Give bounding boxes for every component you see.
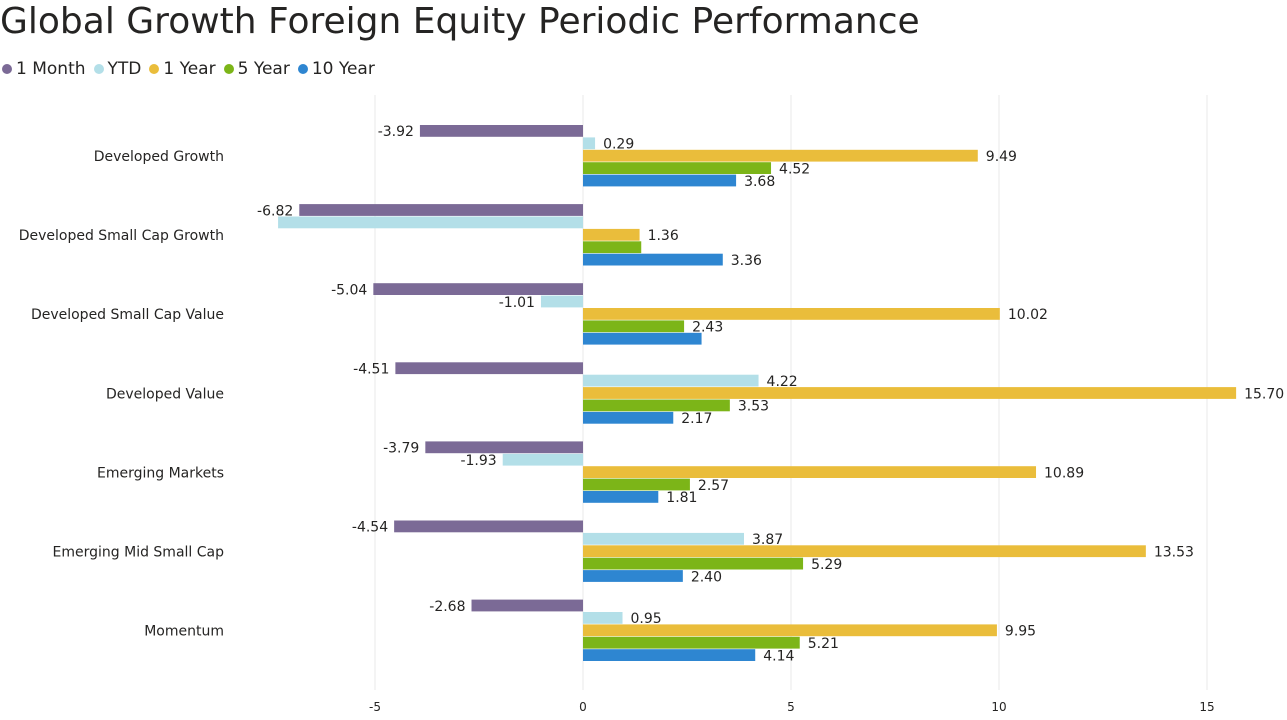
bar-ytd-developed-small-cap-value [540, 295, 583, 308]
bar-ytd-developed-value [583, 374, 759, 387]
category-label: Emerging Mid Small Cap [53, 545, 225, 561]
category-label: Momentum [144, 624, 224, 640]
bar-1-year-emerging-mid-small-cap [583, 545, 1146, 558]
legend-item-10-year[interactable]: 10 Year [297, 59, 375, 79]
legend-marker-1-month [2, 64, 12, 74]
data-label: 4.14 [763, 648, 794, 664]
category-label: Developed Growth [94, 149, 224, 165]
data-label: 0.29 [603, 137, 634, 153]
bar-1-year-momentum [583, 624, 997, 637]
bar-1-month-emerging-mid-small-cap [394, 520, 583, 533]
data-label: 5.21 [808, 636, 839, 652]
bar-10-year-emerging-mid-small-cap [583, 570, 683, 582]
bar-1-year-developed-small-cap-growth [583, 228, 640, 241]
data-label: 2.17 [681, 411, 712, 427]
data-label: -4.54 [352, 520, 388, 536]
legend-marker-1-year [149, 64, 160, 74]
bar-1-month-developed-growth [419, 125, 583, 137]
bar-10-year-momentum [583, 649, 756, 661]
legend-item-1-month[interactable]: 1 Month [2, 59, 86, 79]
category-label: Emerging Markets [97, 465, 224, 481]
data-label: 1.36 [648, 228, 679, 244]
bar-ytd-emerging-mid-small-cap [583, 532, 744, 545]
data-label: 3.36 [731, 253, 762, 269]
data-label: -5.04 [331, 282, 367, 298]
bar-1-month-emerging-markets [425, 441, 583, 454]
bar-ytd-developed-growth [583, 137, 596, 150]
chart-legend: 1 Month YTD 1 Year 5 Year 10 Year [2, 57, 383, 81]
bar-10-year-emerging-markets [583, 491, 659, 503]
bar-ytd-developed-small-cap-growth [278, 216, 583, 229]
bar-5-year-emerging-mid-small-cap [583, 557, 804, 570]
legend-label-10-year: 10 Year [311, 59, 375, 79]
data-label: 2.43 [692, 320, 723, 336]
x-tick-label: 15 [1199, 700, 1214, 714]
data-label: -4.51 [353, 362, 389, 378]
legend-marker-ytd [93, 64, 104, 74]
data-label: 4.52 [779, 161, 810, 177]
bar-10-year-developed-value [583, 411, 674, 424]
bar-ytd-emerging-markets [502, 453, 583, 466]
x-tick-label: 0 [579, 700, 587, 714]
data-label: 9.95 [1005, 624, 1036, 640]
data-label: 2.57 [698, 478, 729, 494]
data-label: 2.40 [691, 569, 722, 585]
bar-5-year-emerging-markets [583, 478, 690, 491]
legend-item-5-year[interactable]: 5 Year [223, 59, 290, 79]
bar-1-year-developed-small-cap-value [583, 308, 1000, 320]
data-label: -1.93 [460, 453, 496, 469]
bar-1-month-momentum [471, 599, 583, 612]
legend-marker-10-year [297, 64, 308, 74]
data-label: -3.79 [383, 441, 419, 457]
bar-1-year-developed-growth [583, 149, 978, 162]
data-label: -1.01 [499, 295, 535, 311]
data-label: 4.22 [767, 374, 798, 390]
legend-item-1-year[interactable]: 1 Year [149, 59, 216, 79]
bar-5-year-developed-value [583, 399, 730, 412]
data-label: -6.82 [257, 203, 293, 219]
data-label: 15.70 [1244, 386, 1284, 402]
bar-1-year-developed-value [583, 387, 1237, 399]
bar-10-year-developed-small-cap-growth [583, 253, 723, 266]
data-label: 10.02 [1008, 307, 1048, 323]
legend-label-1-month: 1 Month [16, 59, 86, 79]
category-label: Developed Value [106, 386, 224, 402]
data-label: 3.53 [738, 399, 769, 415]
legend-label-5-year: 5 Year [237, 59, 290, 79]
data-label: 0.95 [631, 611, 662, 627]
data-label: -2.68 [429, 599, 465, 615]
bar-ytd-momentum [583, 612, 623, 624]
bar-1-month-developed-small-cap-growth [299, 204, 583, 216]
bar-1-month-developed-value [395, 362, 583, 375]
x-tick-label: 10 [991, 700, 1006, 714]
data-label: 3.87 [752, 532, 783, 548]
x-tick-label: 5 [787, 700, 795, 714]
bar-5-year-developed-small-cap-growth [583, 241, 642, 254]
bar-10-year-developed-small-cap-value [583, 332, 702, 345]
data-label: 5.29 [811, 557, 842, 573]
bar-5-year-developed-growth [583, 162, 772, 174]
bar-1-month-developed-small-cap-value [373, 283, 583, 295]
legend-label-ytd: YTD [107, 59, 142, 79]
data-label: 10.89 [1044, 465, 1084, 481]
legend-marker-5-year [223, 64, 234, 74]
category-label: Developed Small Cap Value [31, 307, 224, 323]
data-label: 9.49 [986, 149, 1017, 165]
bar-5-year-momentum [583, 636, 800, 649]
bar-5-year-developed-small-cap-value [583, 320, 685, 333]
legend-item-ytd[interactable]: YTD [93, 59, 142, 79]
data-label: 13.53 [1154, 545, 1194, 561]
chart-title: Global Growth Foreign Equity Periodic Pe… [0, 1, 920, 42]
legend-label-1-year: 1 Year [163, 59, 216, 79]
x-tick-label: -5 [369, 700, 381, 714]
category-label: Developed Small Cap Growth [19, 228, 224, 244]
data-label: 3.68 [744, 174, 775, 190]
data-label: 1.81 [666, 490, 697, 506]
data-label: -3.92 [378, 124, 414, 140]
bar-1-year-emerging-markets [583, 466, 1037, 478]
bar-10-year-developed-growth [583, 174, 737, 187]
